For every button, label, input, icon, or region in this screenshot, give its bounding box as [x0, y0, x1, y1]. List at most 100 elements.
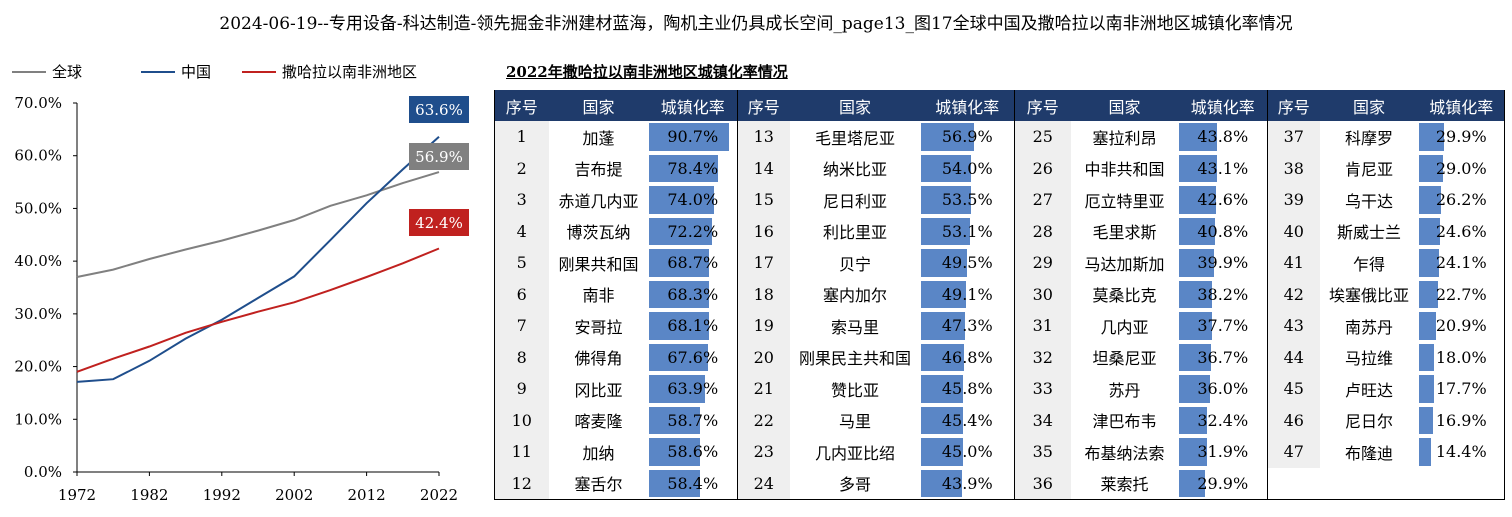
- series-end-label-box: [409, 209, 469, 236]
- rate-bar: [1418, 154, 1444, 182]
- rate-bar: [648, 406, 701, 434]
- rate-value: 43.8%: [1197, 127, 1249, 147]
- rate-value: 72.2%: [667, 221, 719, 241]
- rate-value: 45.8%: [941, 379, 993, 399]
- cell-index: 35: [1014, 436, 1071, 468]
- cell-index: 19: [737, 310, 790, 342]
- cell-index: 6: [494, 278, 549, 310]
- rate-value: 31.9%: [1197, 442, 1249, 462]
- rate-bar: [648, 123, 729, 151]
- cell-country: 塞舌尔: [574, 475, 623, 495]
- cell-country: 赤道几内亚: [558, 191, 639, 211]
- cell-country: 几内亚: [1100, 317, 1149, 337]
- rate-value: 26.2%: [1435, 190, 1487, 210]
- cell-rate: 43.1%: [1178, 152, 1268, 184]
- cell-index: 9: [494, 373, 549, 405]
- cell-country: 塞拉利昂: [1092, 128, 1157, 148]
- rate-bar: [1178, 123, 1218, 151]
- rate-bar: [920, 438, 963, 466]
- rate-value: 20.9%: [1435, 316, 1487, 336]
- table-row: 9 冈比亚 63.9% 21 赞比亚 45.8% 33 苏丹 36.0% 45 卢旺达 17.7%: [494, 373, 1505, 405]
- cell-country: 厄立特里亚: [1084, 191, 1165, 211]
- rate-bar: [1418, 249, 1440, 277]
- cell-rate: 58.4%: [648, 467, 738, 500]
- rate-value: 46.8%: [941, 347, 993, 367]
- rate-bar: [920, 217, 971, 245]
- cell-index: 25: [1014, 121, 1071, 153]
- cell-rate: 20.9%: [1418, 310, 1505, 342]
- cell-country: 毛里求斯: [1092, 223, 1157, 243]
- cell-index: 18: [737, 278, 790, 310]
- cell-rate: 45.0%: [920, 436, 1015, 468]
- cell-rate: 58.7%: [648, 404, 738, 436]
- cell-country: 利比里亚: [822, 223, 887, 243]
- cell-country: 冈比亚: [574, 380, 623, 400]
- header-index: 序号: [1014, 90, 1071, 121]
- series-end-label-box: [409, 96, 469, 123]
- table-row: 12 塞舌尔 58.4% 24 多哥 43.9% 36 莱索托 29.9%: [494, 467, 1505, 500]
- rate-value: 58.6%: [667, 442, 719, 462]
- cell-rate: 53.1%: [920, 215, 1015, 247]
- urbanization-table: 序号 国家 城镇化率 序号 国家 城镇化率 序号 国家 城镇化率 序号 国家 城镇化率 1 加蓬 90.7…: [494, 90, 1505, 500]
- cell-country: 佛得角: [574, 349, 623, 369]
- table-row: 10 喀麦隆 58.7% 22 马里 45.4% 34 津巴布韦 32.4% 46 尼日尔 16.9%: [494, 404, 1505, 436]
- rate-bar: [648, 375, 706, 403]
- cell-country: 喀麦隆: [574, 412, 623, 432]
- cell-rate: 24.6%: [1418, 216, 1505, 248]
- rate-value: 39.9%: [1197, 253, 1249, 273]
- rate-value: 43.9%: [941, 473, 993, 493]
- cell-index: 33: [1014, 373, 1071, 405]
- cell-rate: 45.8%: [920, 373, 1015, 405]
- rate-bar: [1418, 186, 1441, 214]
- cell-index: 45: [1267, 373, 1320, 405]
- rate-value: 18.0%: [1435, 347, 1487, 367]
- legend-label: 全球: [52, 63, 82, 81]
- cell-index: 31: [1014, 310, 1071, 342]
- cell-rate: 17.7%: [1418, 373, 1505, 405]
- rate-value: 36.0%: [1197, 379, 1249, 399]
- rate-bar: [1178, 217, 1215, 245]
- cell-country: 马拉维: [1344, 349, 1393, 369]
- cell-rate: 18.0%: [1418, 342, 1505, 374]
- rate-value: 24.1%: [1435, 253, 1487, 273]
- cell-country: 南苏丹: [1344, 317, 1393, 337]
- page-title: 2024-06-19--专用设备-科达制造-领先掘金非洲建材蓝海，陶机主业仍具成…: [219, 14, 1293, 34]
- rate-bar: [648, 186, 714, 214]
- cell-country: 吉布提: [574, 160, 623, 180]
- header-rate: 城镇化率: [920, 90, 1015, 121]
- cell-rate: 49.5%: [920, 247, 1015, 279]
- rate-value: 58.7%: [667, 410, 719, 430]
- cell-country: 刚果民主共和国: [798, 349, 911, 369]
- cell-rate: 90.7%: [648, 121, 738, 153]
- cell-rate: 58.6%: [648, 436, 738, 468]
- table-row: 1 加蓬 90.7% 13 毛里塔尼亚 56.9% 25 塞拉利昂 43.8% 37 科摩罗 29.9…: [494, 121, 1505, 153]
- rate-value: 53.1%: [941, 221, 993, 241]
- rate-value: 17.7%: [1435, 379, 1487, 399]
- cell-rate: 29.0%: [1418, 153, 1505, 185]
- cell-country: 加纳: [582, 443, 615, 463]
- rate-value: 29.9%: [1197, 473, 1249, 493]
- cell-index: 28: [1014, 215, 1071, 247]
- rate-bar: [920, 249, 967, 277]
- series-end-label: 56.9%: [415, 148, 463, 166]
- rate-value: 43.1%: [1197, 158, 1249, 178]
- cell-country: 安哥拉: [574, 317, 623, 337]
- y-tick-label: 20.0%: [14, 358, 62, 376]
- rate-value: 16.9%: [1435, 410, 1487, 430]
- y-tick-label: 0.0%: [24, 463, 62, 481]
- rate-bar: [920, 375, 964, 403]
- cell-index: 3: [494, 184, 549, 216]
- cell-country: 博茨瓦纳: [566, 223, 631, 243]
- rate-value: 38.2%: [1197, 284, 1249, 304]
- cell-rate: 68.3%: [648, 278, 738, 310]
- rate-value: 90.7%: [667, 127, 719, 147]
- cell-country: 索马里: [830, 317, 879, 337]
- rate-bar: [648, 249, 710, 277]
- rate-value: 54.0%: [941, 158, 993, 178]
- rate-value: 40.8%: [1197, 221, 1249, 241]
- rate-value: 68.7%: [667, 253, 719, 273]
- rate-value: 49.1%: [941, 284, 993, 304]
- rate-bar: [1418, 406, 1433, 434]
- rate-bar: [1178, 406, 1208, 434]
- rate-value: 56.9%: [941, 127, 993, 147]
